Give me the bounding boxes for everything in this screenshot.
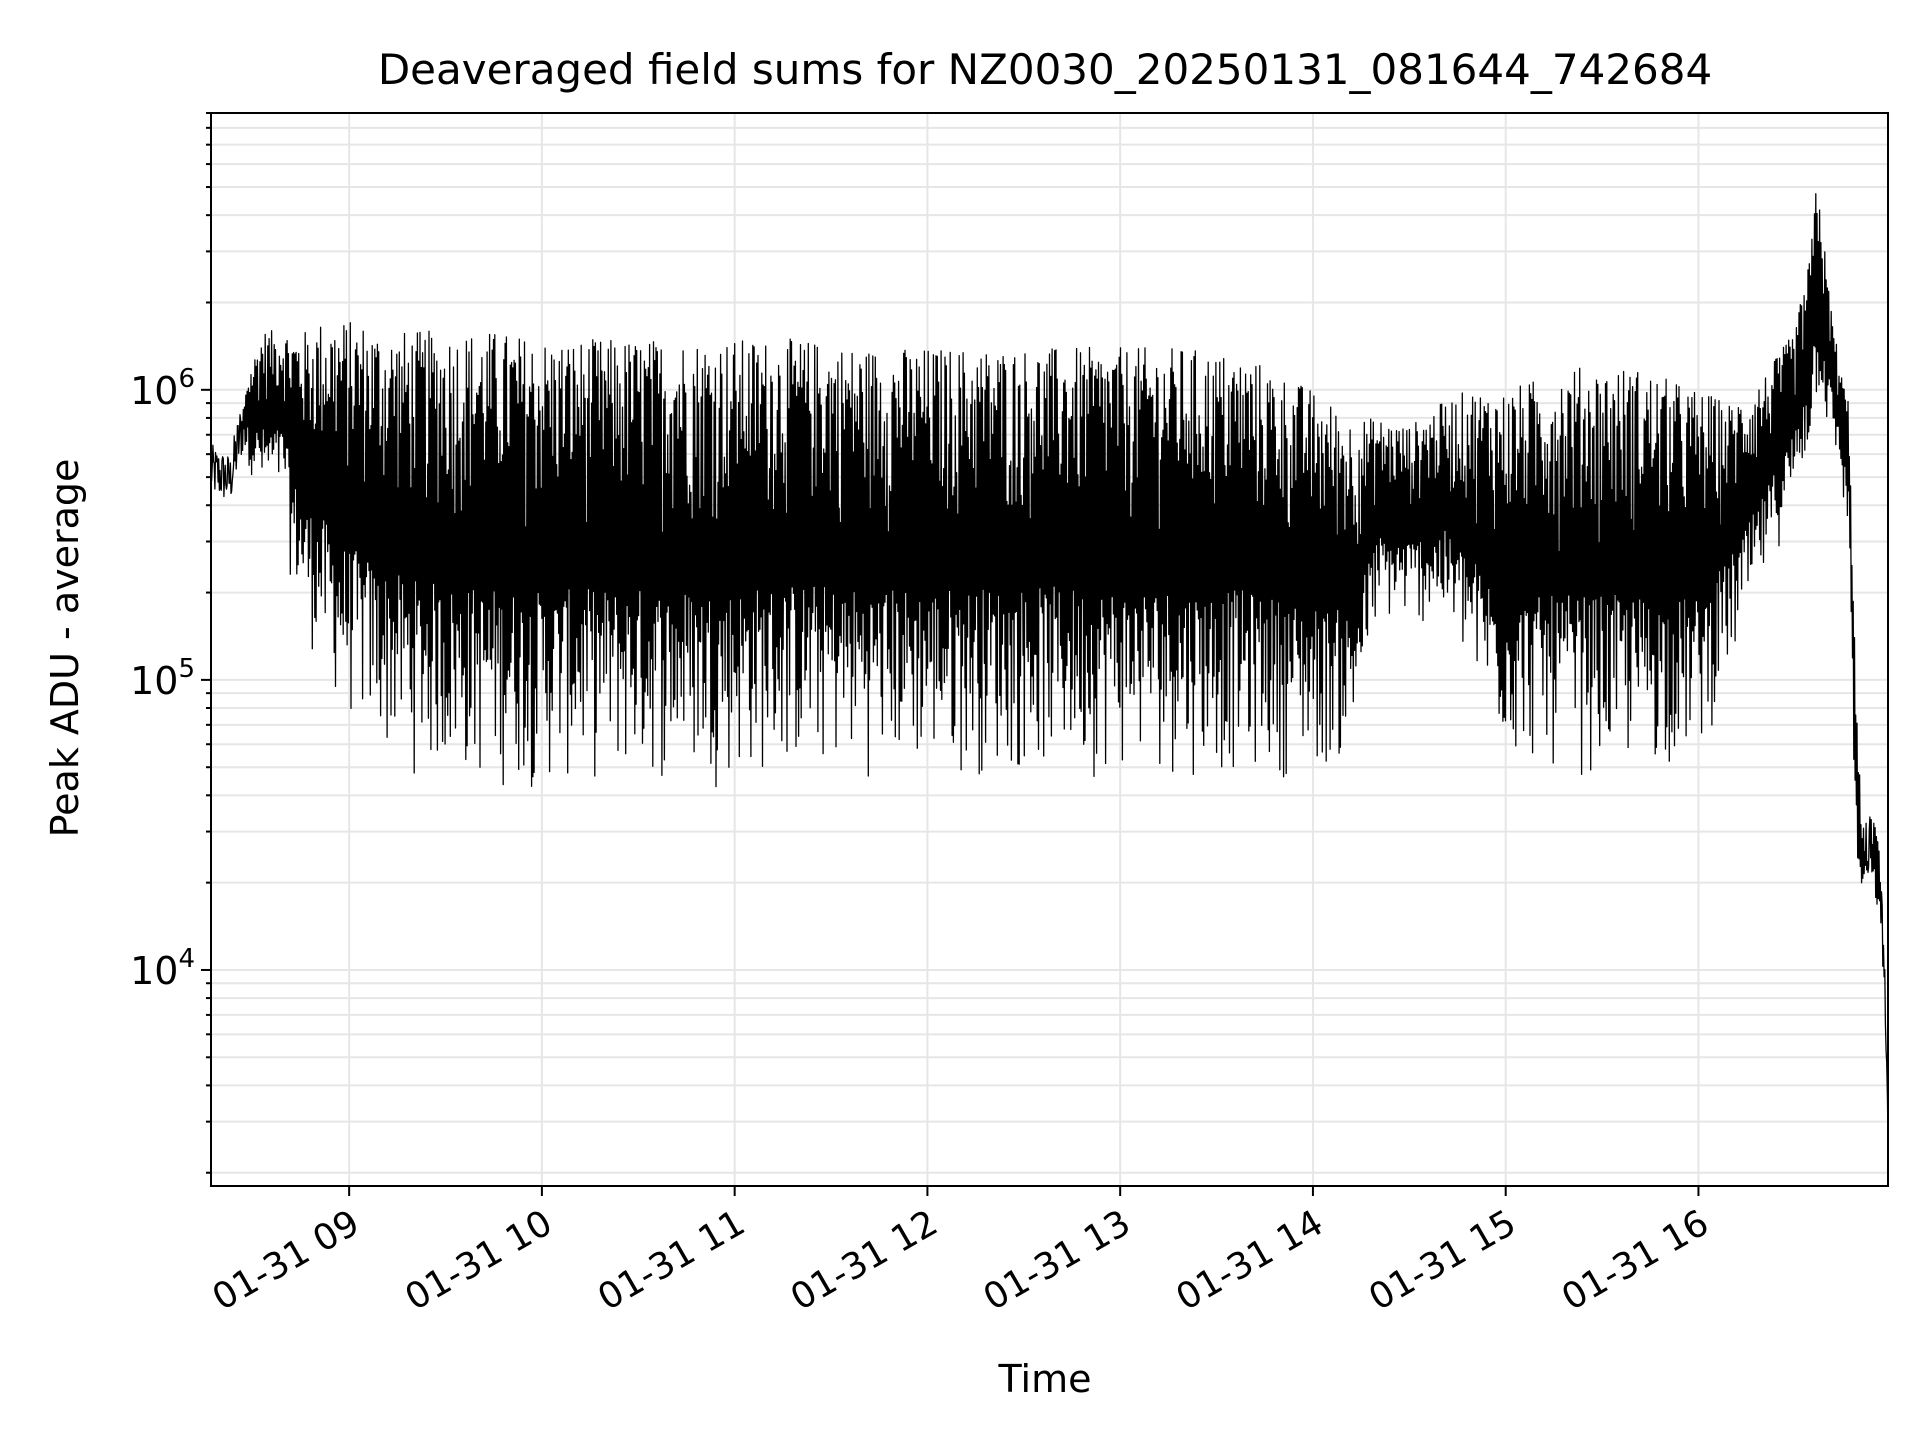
y-axis-label: Peak ADU - average [43, 459, 87, 838]
y-tick-label: 105 [130, 654, 195, 703]
y-tick-label: 106 [130, 364, 195, 413]
x-axis-label: Time [998, 1357, 1092, 1401]
chart-title: Deaveraged field sums for NZ0030_2025013… [378, 45, 1712, 94]
grid [211, 112, 1888, 1186]
series-path [210, 193, 1889, 1137]
series-line [210, 193, 1889, 1137]
y-tick-label: 104 [130, 944, 195, 993]
plot-frame [210, 112, 1889, 1187]
